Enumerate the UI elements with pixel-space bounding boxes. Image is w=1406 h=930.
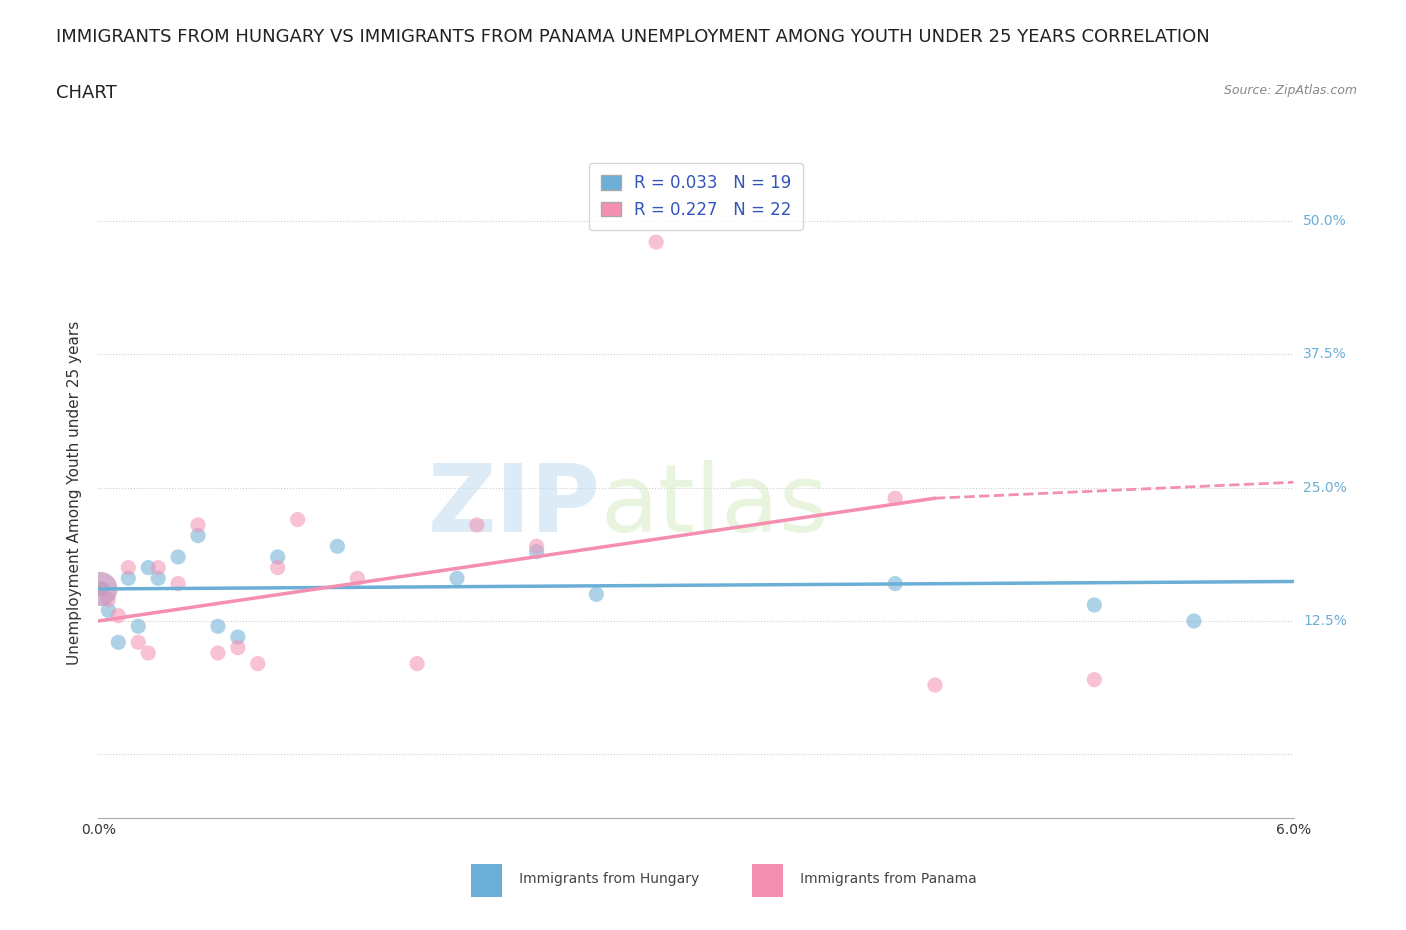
Point <box>226 640 249 655</box>
Text: CHART: CHART <box>56 84 117 101</box>
Point <box>585 587 607 602</box>
Point <box>1083 672 1105 687</box>
Point <box>645 234 668 249</box>
Point <box>187 528 209 543</box>
Point <box>267 560 290 575</box>
Point <box>89 581 111 596</box>
Point <box>89 581 111 596</box>
Point <box>136 645 159 660</box>
Point <box>148 571 170 586</box>
Point <box>526 544 548 559</box>
Point <box>884 577 907 591</box>
Point <box>346 571 368 586</box>
Point <box>148 560 170 575</box>
Point <box>1182 614 1205 629</box>
Point <box>97 592 120 607</box>
Point <box>117 560 139 575</box>
Point <box>246 657 269 671</box>
Point <box>91 581 114 596</box>
Point <box>1083 597 1105 612</box>
Text: 12.5%: 12.5% <box>1303 614 1347 628</box>
Point <box>207 618 229 633</box>
Point <box>97 603 120 618</box>
Point <box>187 517 209 532</box>
Text: IMMIGRANTS FROM HUNGARY VS IMMIGRANTS FROM PANAMA UNEMPLOYMENT AMONG YOUTH UNDER: IMMIGRANTS FROM HUNGARY VS IMMIGRANTS FR… <box>56 28 1211 46</box>
Point <box>287 512 309 527</box>
Point <box>226 630 249 644</box>
Point <box>167 550 190 565</box>
Point <box>884 491 907 506</box>
Point <box>107 635 129 650</box>
Point <box>117 571 139 586</box>
Point <box>326 538 349 553</box>
Point <box>406 657 429 671</box>
Text: atlas: atlas <box>600 460 828 551</box>
Point <box>107 608 129 623</box>
Point <box>446 571 468 586</box>
Point <box>207 645 229 660</box>
Point <box>136 560 159 575</box>
Text: 50.0%: 50.0% <box>1303 214 1347 228</box>
Point <box>127 618 149 633</box>
Text: ZIP: ZIP <box>427 460 600 551</box>
Legend: R = 0.033   N = 19, R = 0.227   N = 22: R = 0.033 N = 19, R = 0.227 N = 22 <box>589 163 803 231</box>
Text: 25.0%: 25.0% <box>1303 481 1347 495</box>
Point <box>89 581 111 596</box>
Text: Immigrants from Hungary: Immigrants from Hungary <box>506 871 699 886</box>
Point <box>465 517 488 532</box>
Point <box>267 550 290 565</box>
Point <box>167 577 190 591</box>
Text: Immigrants from Panama: Immigrants from Panama <box>787 871 977 886</box>
Point <box>127 635 149 650</box>
Point <box>924 678 946 693</box>
Text: Source: ZipAtlas.com: Source: ZipAtlas.com <box>1223 84 1357 97</box>
Y-axis label: Unemployment Among Youth under 25 years: Unemployment Among Youth under 25 years <box>67 321 83 665</box>
Text: 37.5%: 37.5% <box>1303 347 1347 361</box>
Point <box>526 538 548 553</box>
